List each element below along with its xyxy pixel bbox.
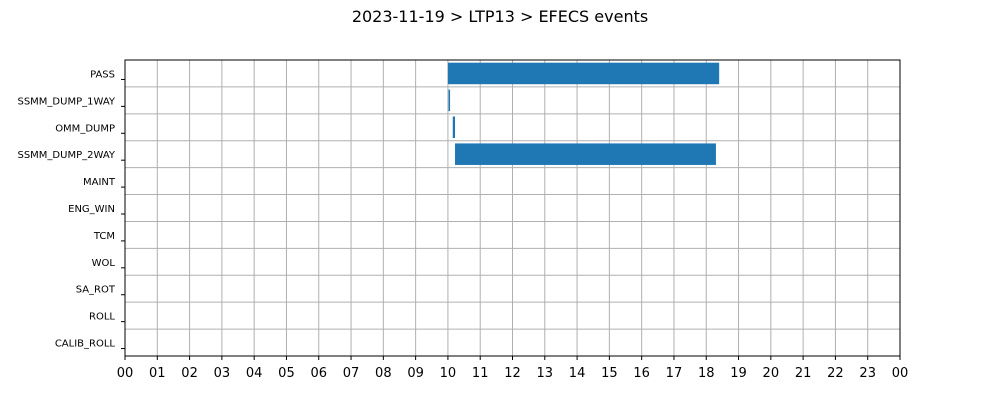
x-tick-label: 07 (343, 366, 360, 381)
y-tick-label: SSMM_DUMP_1WAY (17, 96, 115, 107)
y-tick-label: OMM_DUMP (55, 123, 115, 134)
x-tick-label: 12 (504, 366, 521, 381)
event-bar-omm-dump (452, 116, 456, 139)
x-tick-label: 04 (246, 366, 263, 381)
x-tick-label: 18 (698, 366, 715, 381)
x-tick-label: 00 (117, 366, 134, 381)
bar-layer (447, 62, 720, 165)
grid-layer (124, 60, 901, 357)
x-axis-ticks: 00 01 02 03 04 05 06 07 08 09 10 11 12 13 14 15 16 17 18 19… (117, 356, 909, 381)
event-bar-ssmm-dump-2way (455, 143, 716, 165)
x-tick-label: 00 (892, 366, 909, 381)
y-tick-label: CALIB_ROLL (55, 339, 116, 350)
event-bar-pass (447, 62, 720, 85)
x-tick-label: 08 (375, 366, 392, 381)
x-tick-label: 13 (537, 366, 554, 381)
y-tick-label: MAINT (83, 177, 116, 188)
x-tick-label: 14 (569, 366, 586, 381)
x-tick-label: 10 (440, 366, 457, 381)
event-bar-ssmm-dump-1way (448, 89, 451, 112)
y-tick-label: TCM (93, 231, 115, 242)
x-tick-label: 09 (407, 366, 424, 381)
x-tick-label: 16 (633, 366, 650, 381)
x-tick-label: 03 (214, 366, 231, 381)
y-tick-label: ROLL (89, 312, 115, 323)
x-tick-label: 02 (181, 366, 198, 381)
x-tick-label: 15 (601, 366, 618, 381)
y-axis-ticks: PASS SSMM_DUMP_1WAY OMM_DUMP SSMM_DUMP_2WAY… (17, 69, 125, 350)
x-tick-label: 11 (472, 366, 489, 381)
y-tick-label: PASS (90, 69, 115, 80)
y-tick-label: SSMM_DUMP_2WAY (17, 150, 115, 161)
x-tick-label: 20 (763, 366, 780, 381)
x-tick-label: 17 (666, 366, 683, 381)
x-tick-label: 01 (149, 366, 166, 381)
x-tick-label: 22 (827, 366, 844, 381)
x-tick-label: 21 (795, 366, 812, 381)
y-tick-label: SA_ROT (76, 285, 116, 296)
chart-title: 2023-11-19 > LTP13 > EFECS events (352, 7, 648, 26)
x-tick-label: 23 (859, 366, 876, 381)
x-tick-label: 19 (730, 366, 747, 381)
x-tick-label: 05 (278, 366, 295, 381)
x-tick-label: 06 (310, 366, 327, 381)
y-tick-label: WOL (92, 258, 116, 269)
y-tick-label: ENG_WIN (68, 204, 115, 215)
